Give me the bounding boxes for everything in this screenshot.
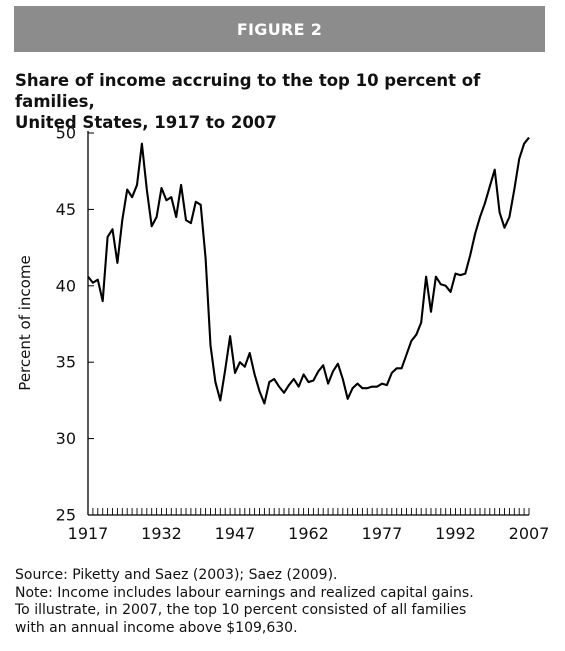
y-tick-label: 35	[56, 353, 76, 372]
x-tick-label: 1932	[141, 524, 182, 543]
illustration-note: To illustrate, in 2007, the top 10 perce…	[15, 602, 467, 618]
line-chart: 25 30 35 40 45 50 1917 1932 1947 1962 1977 1992 2007…	[16, 124, 550, 544]
y-tick-label: 40	[56, 276, 76, 295]
y-axis-label: Percent of income	[16, 255, 34, 390]
x-tick-label: 1917	[68, 524, 109, 543]
x-tick-label: 1992	[435, 524, 476, 543]
income-note: Note: Income includes labour earnings an…	[15, 584, 474, 601]
x-tick-label: 2007	[509, 524, 550, 543]
chart-notes: Source: Piketty and Saez (2003); Saez (2…	[15, 567, 560, 637]
x-tick-label: 1977	[362, 524, 403, 543]
chart-title-line-1: Share of income accruing to the top 10 p…	[15, 71, 481, 111]
series-line-1	[87, 136, 530, 405]
chart-axes	[87, 131, 529, 516]
y-tick-label: 30	[56, 429, 76, 448]
y-tick-label: 45	[56, 200, 76, 219]
chart-title: Share of income accruing to the top 10 p…	[15, 70, 560, 133]
chart-title-line-2: United States, 1917 to 2007	[15, 113, 277, 132]
axis-tick-labels: 25 30 35 40 45 50 1917 1932 1947 1962 1977 1992 2007	[56, 124, 550, 544]
source-note: Source: Piketty and Saez (2003); Saez (2…	[15, 567, 338, 583]
y-tick-label: 25	[56, 506, 76, 525]
y-tick-label: 50	[56, 124, 76, 143]
series-group	[87, 136, 530, 405]
x-tick-marks	[87, 508, 530, 515]
figure-banner: FIGURE 2	[14, 6, 545, 52]
threshold-note: with an annual income above $109,630.	[15, 619, 298, 636]
x-tick-label: 1962	[288, 524, 329, 543]
x-tick-label: 1947	[215, 524, 256, 543]
